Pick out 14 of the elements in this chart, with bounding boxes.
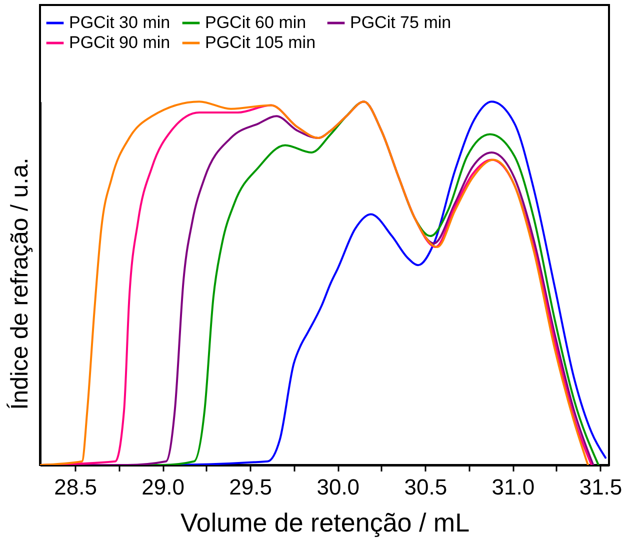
legend-label: PGCit 90 min: [69, 33, 170, 52]
y-axis-title: Índice de refração / u.a.: [6, 158, 34, 410]
x-tick-label: 30.0: [316, 474, 360, 500]
x-tick-label: 29.5: [229, 474, 272, 500]
x-tick-label: 30.5: [404, 474, 448, 500]
legend-label: PGCit 30 min: [69, 13, 170, 32]
x-tick-label: 31.0: [492, 474, 535, 500]
legend-label: PGCit 75 min: [350, 13, 452, 32]
x-tick-label: 28.5: [54, 474, 97, 500]
x-tick-label: 29.0: [142, 474, 184, 500]
legend-label: PGCit 105 min: [205, 33, 316, 52]
x-tick-label: 31.5: [579, 474, 622, 500]
legend-label: PGCit 60 min: [205, 13, 306, 32]
x-axis-title: Volume de retenção / mL: [180, 508, 470, 538]
